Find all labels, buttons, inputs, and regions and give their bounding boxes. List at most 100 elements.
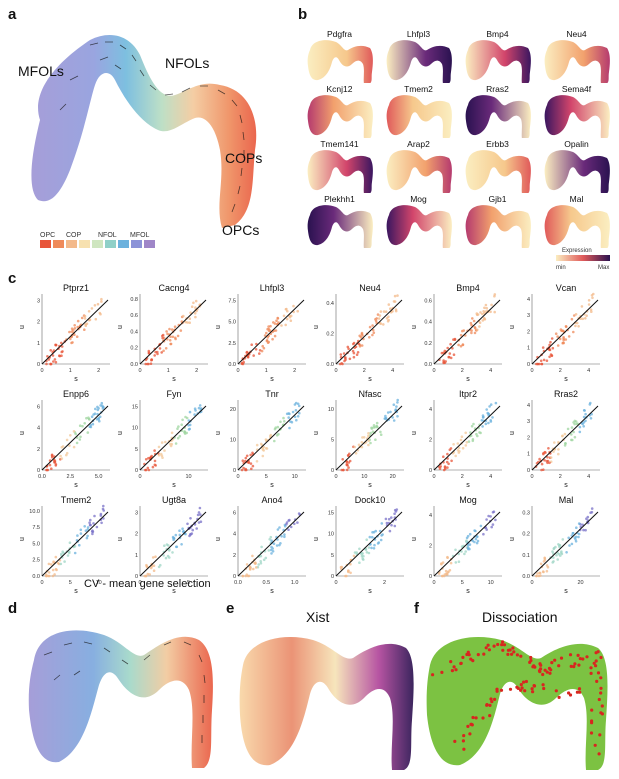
red-cell-dot bbox=[568, 653, 573, 657]
red-cell-dot bbox=[462, 734, 466, 738]
red-cell-dot bbox=[488, 703, 492, 707]
red-cell-dot bbox=[575, 690, 579, 694]
gene-map-title: Pdgfra bbox=[327, 29, 352, 39]
red-cell-dot bbox=[440, 670, 444, 674]
red-cell-dot bbox=[597, 697, 601, 702]
legend-label-mfol: MFOL bbox=[130, 232, 150, 239]
scatter-points bbox=[437, 401, 498, 472]
phase-portrait: Ano4 0 2 4 6 0.0 0.5 1.0 s u bbox=[215, 495, 306, 595]
phase-portrait-title: Ugt8a bbox=[162, 495, 186, 505]
phase-portrait-title: Tmem2 bbox=[61, 495, 92, 505]
colorbar-title: Expression bbox=[562, 248, 592, 254]
x-tick-label: 0 bbox=[334, 368, 337, 374]
red-cell-dot bbox=[490, 700, 494, 704]
cluster-label-mfols: MFOLs bbox=[18, 63, 64, 79]
x-tick-label: 2.5 bbox=[67, 474, 75, 480]
gene-expression-map: Erbb3 bbox=[465, 139, 531, 193]
panel-d-caption: CV - mean gene selection bbox=[84, 578, 211, 590]
red-cell-dot bbox=[589, 671, 593, 675]
red-cell-dot bbox=[573, 662, 577, 666]
red-cell-dot bbox=[467, 653, 471, 657]
y-tick-label: 4 bbox=[233, 532, 236, 538]
y-axis-label: u bbox=[509, 325, 516, 329]
cluster-label-opcs: OPCs bbox=[222, 222, 259, 238]
scatter-points bbox=[143, 506, 203, 578]
x-axis-label: s bbox=[564, 588, 568, 595]
y-tick-label: 5 bbox=[331, 438, 334, 444]
y-tick-label: 7.5 bbox=[32, 525, 40, 531]
phase-portrait: Itpr2 0 2 4 0 2 4 s u bbox=[411, 389, 502, 489]
y-tick-label: 0.8 bbox=[130, 297, 138, 303]
red-cell-dot bbox=[496, 642, 500, 647]
gene-expression-map: Lhfpl3 bbox=[386, 29, 452, 83]
red-cell-dot bbox=[541, 672, 545, 677]
phase-portrait: Tmem2 0.0 2.5 5.0 7.5 10.0 0 5 10 s u bbox=[19, 495, 110, 595]
x-axis-label: s bbox=[466, 376, 470, 383]
x-tick-label: 0 bbox=[138, 474, 141, 480]
y-tick-label: 7.5 bbox=[228, 298, 236, 304]
red-cell-dot bbox=[524, 679, 528, 684]
red-cell-dot bbox=[577, 663, 581, 667]
y-tick-label: 2.5 bbox=[32, 558, 40, 564]
gene-map-title: Kcnj12 bbox=[327, 84, 353, 94]
red-cell-dot bbox=[470, 723, 474, 727]
red-cell-dot bbox=[594, 664, 598, 668]
red-cell-dot bbox=[449, 660, 453, 664]
red-cell-dot bbox=[553, 658, 557, 662]
gene-map-title: Erbb3 bbox=[486, 139, 509, 149]
gene-expression-map: Mal bbox=[544, 194, 610, 248]
red-cell-dot bbox=[499, 688, 504, 692]
y-axis-label: u bbox=[411, 325, 418, 329]
gene-expression-map: Arap2 bbox=[386, 139, 452, 193]
red-cell-dot bbox=[510, 652, 514, 656]
y-axis-label: u bbox=[19, 325, 26, 329]
x-tick-label: 2 bbox=[559, 474, 562, 480]
x-tick-label: 0 bbox=[138, 368, 141, 374]
y-tick-label: 0 bbox=[37, 468, 40, 474]
gene-expression-map: Neu4 bbox=[544, 29, 610, 83]
y-tick-label: 0.2 bbox=[424, 341, 432, 347]
y-tick-label: 0.1 bbox=[522, 553, 530, 559]
red-cell-dot bbox=[461, 739, 465, 743]
red-cell-dot bbox=[572, 665, 576, 669]
phase-portrait-title: Lhfpl3 bbox=[260, 283, 285, 293]
red-cell-dot bbox=[482, 652, 486, 656]
y-tick-label: 0.3 bbox=[522, 510, 530, 516]
colorbar-max: Max bbox=[598, 265, 609, 271]
y-tick-label: 3 bbox=[527, 419, 530, 425]
red-cell-dot bbox=[559, 656, 564, 660]
red-cell-dot bbox=[599, 655, 603, 660]
x-tick-label: 4 bbox=[489, 368, 492, 374]
y-axis-label: u bbox=[215, 325, 222, 329]
x-tick-label: 20 bbox=[390, 474, 396, 480]
scatter-points bbox=[535, 292, 595, 366]
gene-expression-map: Gjb1 bbox=[465, 194, 531, 248]
phase-portrait-title: Nfasc bbox=[358, 389, 382, 399]
y-tick-label: 0.2 bbox=[130, 346, 138, 352]
panel-f-title: Dissociation bbox=[482, 609, 557, 625]
red-cell-dot bbox=[531, 690, 535, 694]
red-cell-dot bbox=[532, 684, 537, 688]
phase-portrait-title: Ano4 bbox=[261, 495, 282, 505]
x-axis-label: s bbox=[74, 482, 78, 489]
x-tick-label: 0 bbox=[432, 368, 435, 374]
red-cell-dot bbox=[548, 671, 552, 675]
red-cell-dot bbox=[541, 683, 545, 687]
red-cell-dot bbox=[542, 686, 546, 691]
y-tick-label: 2 bbox=[429, 438, 432, 444]
phase-portrait-title: Vcan bbox=[556, 283, 577, 293]
phase-portrait-title: Itpr2 bbox=[459, 389, 477, 399]
red-cell-dot bbox=[539, 663, 543, 667]
y-tick-label: 10.0 bbox=[29, 509, 40, 515]
red-cell-dot bbox=[454, 668, 458, 672]
y-axis-label: u bbox=[313, 537, 320, 541]
y-tick-label: 0 bbox=[429, 574, 432, 580]
cluster-label-nfols: NFOLs bbox=[165, 55, 209, 71]
scatter-points bbox=[339, 508, 399, 578]
red-cell-dot bbox=[523, 689, 527, 693]
phase-portrait-title: Bmp4 bbox=[456, 283, 480, 293]
x-tick-label: 10 bbox=[292, 474, 298, 480]
y-tick-label: 2 bbox=[135, 532, 138, 538]
red-cell-dot bbox=[594, 659, 598, 663]
red-cell-dot bbox=[511, 646, 515, 650]
